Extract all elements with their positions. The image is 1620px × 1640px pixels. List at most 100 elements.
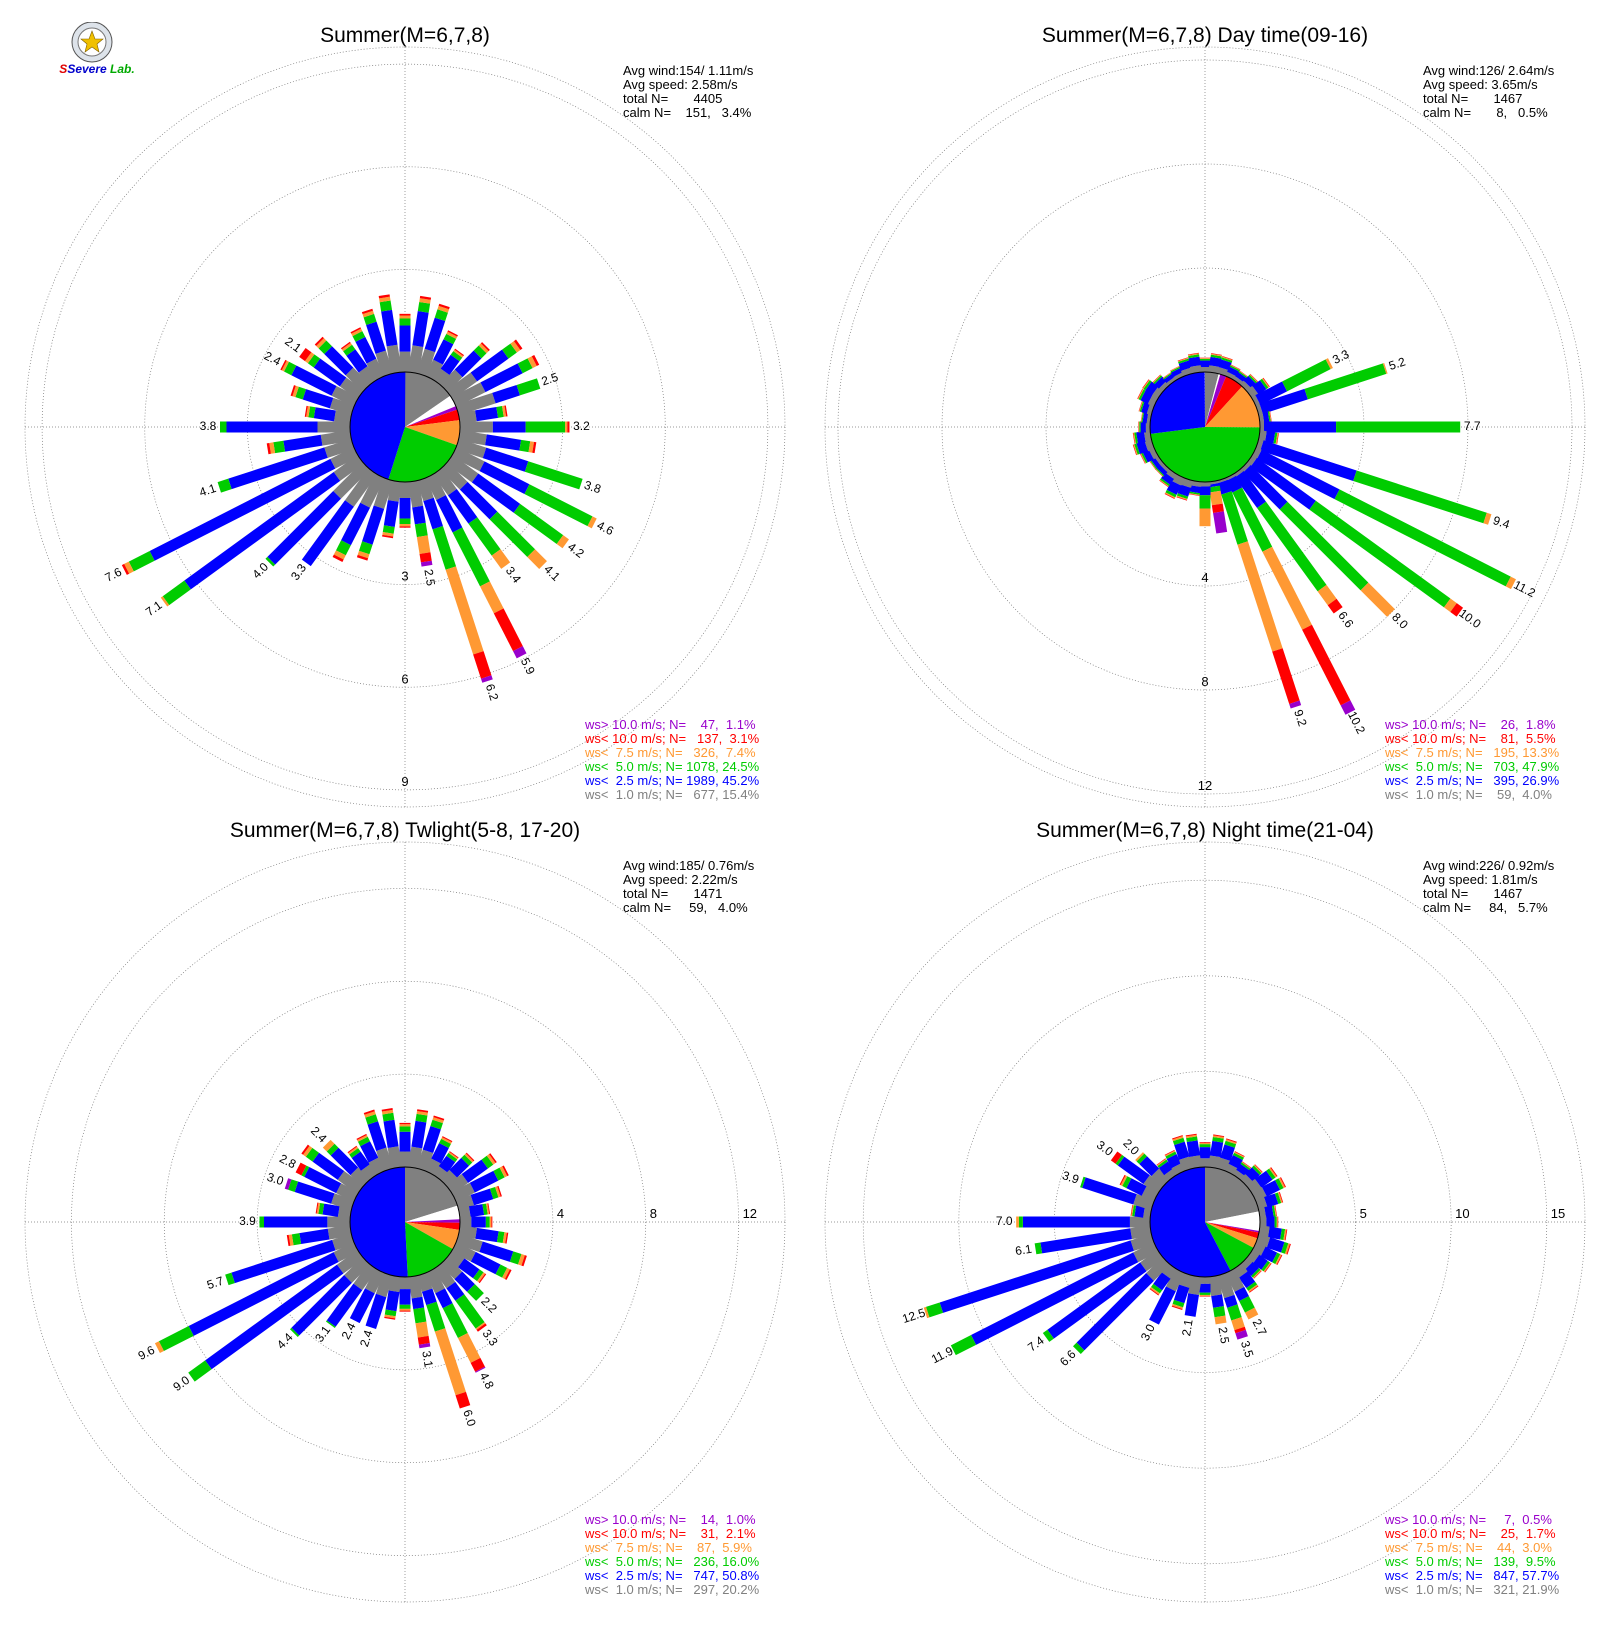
wind-bar-segment <box>454 348 465 357</box>
wind-bar-segment <box>1252 1269 1262 1279</box>
wind-bar-segment <box>1138 389 1146 401</box>
wind-bar-segment <box>1273 432 1278 444</box>
wind-bar-segment <box>1334 489 1511 587</box>
wind-bar-segment <box>1199 1147 1211 1159</box>
wind-bar-segment <box>504 405 508 417</box>
wind-bar-segment <box>1209 1140 1224 1158</box>
wind-bar-segment <box>411 1120 427 1149</box>
wind-bar-segment <box>1216 477 1228 484</box>
wind-bar-segment <box>1153 1272 1171 1291</box>
wind-bar-segment <box>421 1288 437 1306</box>
wind-bar-segment <box>1261 1180 1281 1197</box>
bar-value-label: 4.1 <box>198 481 219 500</box>
wind-bar-segment <box>525 421 566 433</box>
wind-bar-segment <box>1251 1268 1261 1278</box>
grid-ring <box>163 980 647 1464</box>
wind-bar-segment <box>1229 365 1241 372</box>
wind-bar-segment <box>225 1272 235 1286</box>
wind-bar-segment <box>458 410 477 424</box>
bar-value-label: 3.1 <box>312 1323 333 1345</box>
pie-slice <box>405 420 460 446</box>
wind-bar-segment <box>1142 379 1150 390</box>
bar-value-label: 9.2 <box>1291 708 1310 729</box>
wind-bar-segment <box>1173 372 1185 381</box>
wind-bar-segment <box>420 560 433 567</box>
wind-bar-segment <box>1255 381 1288 405</box>
wind-bar-segment <box>346 349 368 373</box>
bar-value-label: 3.3 <box>480 1327 501 1349</box>
wind-bar-segment <box>447 330 458 337</box>
pie-slice <box>1205 1222 1258 1248</box>
wind-bar-segment <box>358 366 378 386</box>
wind-bar-segment <box>1279 1191 1284 1203</box>
wind-bar-segment <box>464 1153 474 1163</box>
wind-bar-segment <box>331 385 359 407</box>
wind-bar-segment <box>1143 1206 1152 1219</box>
pie-slice <box>1205 376 1243 427</box>
wind-bar-segment <box>1172 1135 1183 1140</box>
pie-slice <box>1150 372 1205 434</box>
wind-bar-segment <box>1277 1192 1283 1204</box>
wind-bar-segment <box>333 550 346 560</box>
wind-bar-segment <box>445 566 484 655</box>
wind-bar-segment <box>1274 1216 1277 1228</box>
wind-bar-segment <box>289 1327 300 1338</box>
wind-bar-segment <box>1137 388 1143 399</box>
wind-bar-segment <box>366 321 386 354</box>
wind-bar-segment <box>1186 1140 1200 1157</box>
wind-bar-segment <box>451 1242 476 1262</box>
pie-slice <box>405 406 458 427</box>
ring-label: 10 <box>1455 1206 1469 1221</box>
bar-value-label: 2.4 <box>308 1124 330 1146</box>
wind-bar-segment <box>432 1117 444 1124</box>
bar-value-label: 5.7 <box>205 1273 226 1292</box>
wind-bar-segment <box>459 481 498 520</box>
wind-bar-segment <box>923 1306 930 1319</box>
bar-value-label: 2.5 <box>540 370 561 389</box>
wind-bar-segment <box>1289 700 1302 709</box>
wind-bar-segment <box>362 505 385 545</box>
wind-bar-segment <box>313 358 347 387</box>
wind-bar-segment <box>1275 432 1279 444</box>
wind-bar-segment <box>443 333 457 345</box>
wind-bar-segment <box>524 484 593 527</box>
wind-bar-segment <box>399 1124 411 1127</box>
wind-bar-segment <box>1149 460 1156 470</box>
wind-bar-segment <box>307 354 321 368</box>
bar-value-label: 3.8 <box>200 419 217 433</box>
wind-bar-segment <box>1016 1216 1019 1228</box>
wind-bar-segment <box>1269 411 1272 423</box>
wind-bar-segment <box>327 1216 350 1228</box>
wind-bar-segment <box>385 1290 400 1312</box>
wind-bar-segment <box>330 447 359 469</box>
stats-line: total N= 1467 <box>1423 91 1522 106</box>
wind-bar-segment <box>446 1152 458 1163</box>
wind-bar-segment <box>1189 365 1202 374</box>
wind-bar-segment <box>399 1277 411 1290</box>
wind-bar-segment <box>455 1233 483 1252</box>
wind-bar-segment <box>399 497 411 519</box>
wind-bar-segment <box>154 1341 164 1354</box>
wind-bar-segment <box>1142 411 1149 424</box>
wind-bar-segment <box>442 1136 453 1143</box>
wind-bar-segment <box>478 343 489 354</box>
wind-bar-segment <box>263 1216 328 1228</box>
wind-bar-segment <box>1199 1295 1211 1297</box>
wind-bar-segment <box>1261 1260 1271 1272</box>
wind-bar-segment <box>381 309 398 347</box>
wind-bar-segment <box>273 440 286 454</box>
wind-bar-segment <box>1240 1162 1251 1171</box>
wind-bar-segment <box>1159 479 1169 487</box>
wind-bar-segment <box>1117 1156 1150 1185</box>
wind-bar-segment <box>382 1112 395 1122</box>
wind-bar-segment <box>1164 492 1176 499</box>
pie-slice <box>405 1219 460 1223</box>
bar-value-label: 3.1 <box>419 1350 435 1369</box>
grid-ring <box>71 888 739 1556</box>
wind-bar-segment <box>1210 353 1222 357</box>
wind-bar-segment <box>502 343 517 359</box>
wind-bar-segment <box>1278 1177 1286 1189</box>
wind-bar-segment <box>1173 1284 1190 1304</box>
wind-bar-segment <box>1140 411 1144 423</box>
